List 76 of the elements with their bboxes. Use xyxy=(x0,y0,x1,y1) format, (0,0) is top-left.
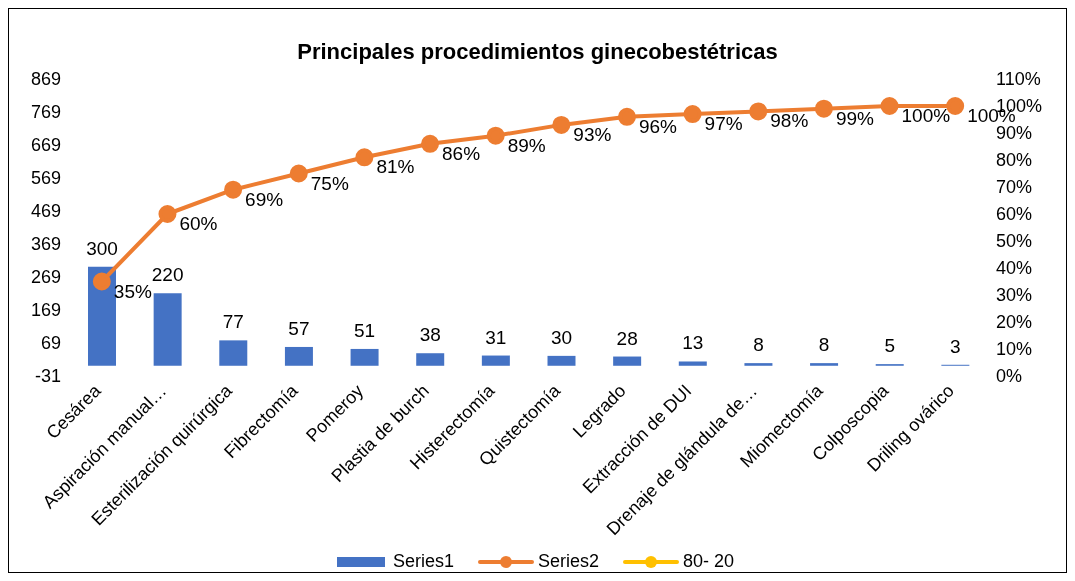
bar xyxy=(481,355,510,366)
data-label: 28 xyxy=(616,327,638,349)
data-label: 97% xyxy=(704,113,743,135)
legend-label: 80- 20 xyxy=(683,551,735,572)
y-tick-label: 269 xyxy=(30,267,61,288)
data-label: 8 xyxy=(753,334,764,356)
data-label: 99% xyxy=(835,107,875,129)
y2-tick-label: 110% xyxy=(996,69,1041,90)
data-label: 57 xyxy=(288,317,310,339)
data-label: 89% xyxy=(507,134,546,156)
legend-label: Series1 xyxy=(392,551,454,572)
data-label: 96% xyxy=(638,115,678,137)
y2-tick-label: 20% xyxy=(996,312,1033,333)
data-label: 31 xyxy=(485,326,507,348)
bar xyxy=(744,363,773,366)
point xyxy=(749,102,768,121)
data-label: 220 xyxy=(151,264,184,286)
data-label: 13 xyxy=(682,332,704,354)
bar xyxy=(810,363,839,366)
y2-tick-label: 70% xyxy=(996,177,1033,198)
data-label: 98% xyxy=(770,110,809,132)
data-label: 300 xyxy=(86,237,118,259)
bar xyxy=(219,340,248,366)
chart-title: Principales procedimientos ginecobestétricas xyxy=(296,38,779,66)
data-label: 77 xyxy=(222,311,244,333)
data-label: 60% xyxy=(179,213,218,234)
data-label: 5 xyxy=(884,335,895,357)
point xyxy=(880,97,899,115)
y2-tick-label: 50% xyxy=(996,231,1033,252)
point xyxy=(552,115,571,134)
point xyxy=(617,107,636,126)
data-label: 81% xyxy=(376,156,415,178)
data-label: 100% xyxy=(901,105,951,126)
data-label: 38 xyxy=(419,324,441,346)
y2-tick-label: 10% xyxy=(996,339,1033,360)
y-tick-label: 469 xyxy=(30,201,61,222)
y2-tick-label: 90% xyxy=(996,123,1033,144)
y-tick-label: -31 xyxy=(34,366,61,387)
y-tick-label: 769 xyxy=(30,102,61,123)
data-label: 93% xyxy=(573,123,612,145)
point xyxy=(158,205,177,223)
y2-tick-label: 0% xyxy=(996,366,1023,387)
point xyxy=(355,148,374,167)
y-tick-label: 369 xyxy=(30,234,61,255)
data-label: 75% xyxy=(310,172,349,194)
bar xyxy=(284,346,313,366)
bar xyxy=(416,353,445,366)
y-tick-label: 869 xyxy=(30,69,61,90)
point xyxy=(92,272,111,291)
bar xyxy=(547,355,576,366)
data-label: 51 xyxy=(354,319,376,341)
y-tick-label: 69 xyxy=(40,333,61,354)
y-tick-label: 569 xyxy=(30,168,61,189)
data-label: 8 xyxy=(818,334,830,356)
data-label: 30 xyxy=(550,326,573,348)
point xyxy=(486,126,505,145)
data-label: 69% xyxy=(245,188,284,210)
point xyxy=(421,134,440,153)
bar xyxy=(678,361,707,366)
data-label: 86% xyxy=(442,142,481,164)
y2-tick-label: 30% xyxy=(996,285,1033,306)
bar xyxy=(88,266,116,366)
point xyxy=(289,164,308,183)
point xyxy=(683,105,702,124)
y-tick-label: 669 xyxy=(30,135,61,156)
point xyxy=(814,99,833,118)
legend-label: Series2 xyxy=(537,551,599,572)
bar xyxy=(350,348,379,366)
data-label: 3 xyxy=(950,335,961,357)
bar xyxy=(613,356,642,366)
point xyxy=(224,180,243,199)
bar xyxy=(153,293,182,366)
y2-tick-label: 40% xyxy=(996,258,1033,279)
y2-tick-label: 80% xyxy=(996,150,1033,171)
y2-tick-label: 60% xyxy=(996,204,1033,225)
y-tick-label: 169 xyxy=(30,300,61,321)
